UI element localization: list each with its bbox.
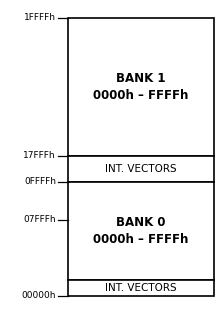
Text: 00000h: 00000h [22, 291, 56, 300]
Text: 1FFFFh: 1FFFFh [24, 13, 56, 22]
Text: 0FFFFh: 0FFFFh [24, 178, 56, 187]
Text: 07FFFh: 07FFFh [23, 216, 56, 225]
Text: INT. VECTORS: INT. VECTORS [105, 164, 177, 174]
Text: BANK 0
0000h – FFFFh: BANK 0 0000h – FFFFh [93, 216, 189, 246]
Text: INT. VECTORS: INT. VECTORS [105, 283, 177, 293]
Bar [68, 182, 214, 280]
Text: BANK 1
0000h – FFFFh: BANK 1 0000h – FFFFh [93, 72, 189, 102]
Text: 17FFFh: 17FFFh [23, 152, 56, 160]
Bar [68, 18, 214, 156]
Bar [68, 156, 214, 182]
Bar [68, 280, 214, 296]
